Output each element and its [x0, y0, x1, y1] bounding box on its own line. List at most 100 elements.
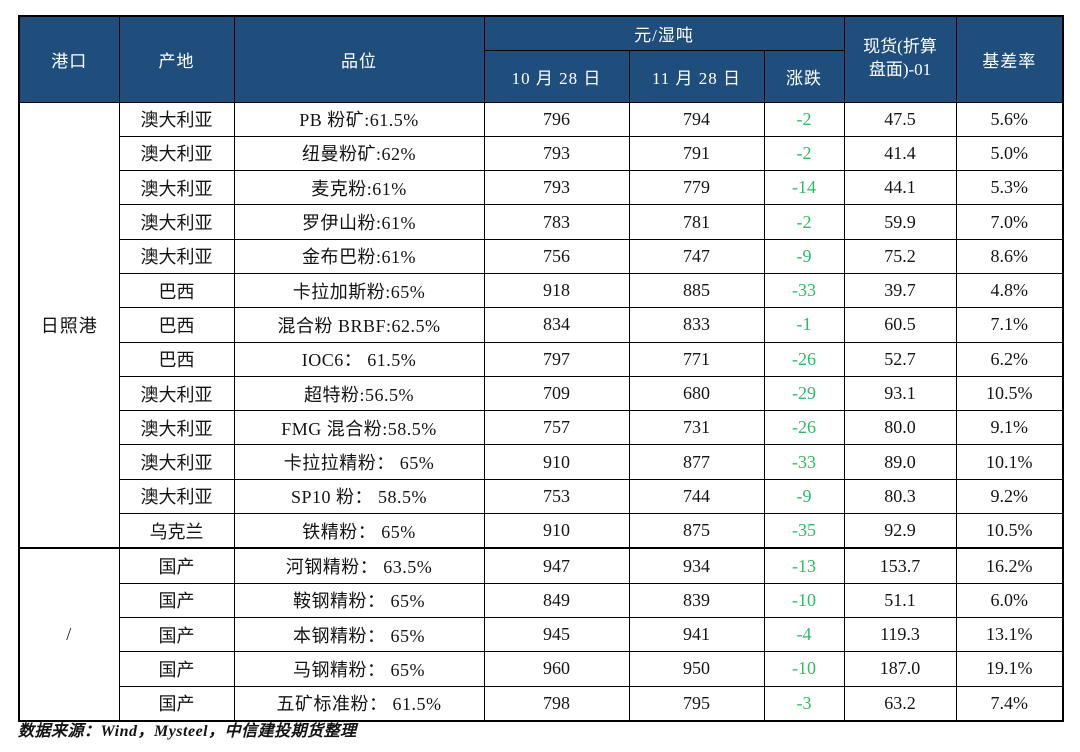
price-oct28-cell: 945 — [483, 616, 630, 653]
price-nov28-cell: 781 — [628, 204, 765, 240]
change-cell: -3 — [763, 685, 845, 722]
price-nov28-cell: 795 — [628, 685, 765, 722]
basis-cell: 10.1% — [955, 444, 1064, 480]
spot-cell: 60.5 — [843, 307, 957, 343]
header-change: 涨跌 — [763, 49, 845, 103]
price-nov28-cell: 877 — [628, 444, 765, 480]
table-row: 国产 本钢精粉： 65% 945 941 -4 119.3 13.1% — [19, 616, 1064, 653]
table-row: 澳大利亚 麦克粉:61% 793 779 -14 44.1 5.3% — [19, 170, 1064, 206]
basis-cell: 5.0% — [955, 135, 1064, 172]
table-header: 港口 产地 品位 元/湿吨 现货(折算盘面)-01 基差率 10 月 28 日 … — [18, 15, 1064, 103]
spot-cell: 80.3 — [843, 478, 957, 515]
price-oct28-cell: 849 — [483, 582, 630, 618]
price-oct28-cell: 947 — [483, 547, 630, 584]
table-row: 巴西 混合粉 BRBF:62.5% 834 833 -1 60.5 7.1% — [19, 307, 1064, 343]
table-body: 日照港 澳大利亚 PB 粉矿:61.5% 796 794 -2 47.5 5.6… — [18, 101, 1064, 722]
table-row: 国产 鞍钢精粉： 65% 849 839 -10 51.1 6.0% — [19, 582, 1064, 618]
spot-cell: 47.5 — [843, 101, 957, 137]
change-cell: -29 — [763, 375, 845, 412]
grade-cell: 鞍钢精粉： 65% — [233, 582, 485, 618]
origin-cell: 澳大利亚 — [118, 204, 235, 240]
basis-cell: 9.1% — [955, 410, 1064, 446]
grade-cell: 超特粉:56.5% — [233, 375, 485, 412]
basis-cell: 16.2% — [955, 547, 1064, 584]
change-cell: -26 — [763, 341, 845, 377]
grade-cell: 罗伊山粉:61% — [233, 204, 485, 240]
origin-cell: 澳大利亚 — [118, 238, 235, 274]
table-row: 澳大利亚 罗伊山粉:61% 783 781 -2 59.9 7.0% — [19, 204, 1064, 240]
grade-cell: IOC6： 61.5% — [233, 341, 485, 377]
grade-cell: 铁精粉： 65% — [233, 513, 485, 549]
port-cell-rizhao: 日照港 — [18, 101, 120, 549]
origin-cell: 巴西 — [118, 341, 235, 377]
origin-cell: 国产 — [118, 685, 235, 722]
basis-cell: 9.2% — [955, 478, 1064, 515]
price-nov28-cell: 791 — [628, 135, 765, 172]
grade-cell: FMG 混合粉:58.5% — [233, 410, 485, 446]
price-oct28-cell: 798 — [483, 685, 630, 722]
header-origin: 产地 — [118, 15, 235, 103]
change-cell: -26 — [763, 410, 845, 446]
change-cell: -2 — [763, 135, 845, 172]
grade-cell: 本钢精粉： 65% — [233, 616, 485, 653]
spot-cell: 80.0 — [843, 410, 957, 446]
grade-cell: 金布巴粉:61% — [233, 238, 485, 274]
price-oct28-cell: 918 — [483, 272, 630, 309]
table-row: 澳大利亚 卡拉拉精粉： 65% 910 877 -33 89.0 10.1% — [19, 444, 1064, 480]
spot-cell: 39.7 — [843, 272, 957, 309]
price-nov28-cell: 747 — [628, 238, 765, 274]
price-nov28-cell: 779 — [628, 170, 765, 206]
origin-cell: 国产 — [118, 547, 235, 584]
basis-cell: 4.8% — [955, 272, 1064, 309]
spot-cell: 52.7 — [843, 341, 957, 377]
price-oct28-cell: 783 — [483, 204, 630, 240]
header-port: 港口 — [18, 15, 120, 103]
change-cell: -33 — [763, 272, 845, 309]
spot-cell: 89.0 — [843, 444, 957, 480]
price-nov28-cell: 839 — [628, 582, 765, 618]
grade-cell: 麦克粉:61% — [233, 170, 485, 206]
data-source-note: 数据来源：Wind，Mysteel，中信建投期货整理 — [18, 723, 357, 740]
origin-cell: 国产 — [118, 582, 235, 618]
spot-cell: 92.9 — [843, 513, 957, 549]
spot-cell: 44.1 — [843, 170, 957, 206]
basis-cell: 10.5% — [955, 375, 1064, 412]
change-cell: -13 — [763, 547, 845, 584]
table-row: 澳大利亚 金布巴粉:61% 756 747 -9 75.2 8.6% — [19, 238, 1064, 274]
basis-cell: 19.1% — [955, 651, 1064, 687]
header-basis-rate: 基差率 — [955, 15, 1064, 103]
basis-cell: 13.1% — [955, 616, 1064, 653]
table-row: 澳大利亚 超特粉:56.5% 709 680 -29 93.1 10.5% — [19, 375, 1064, 412]
change-cell: -9 — [763, 478, 845, 515]
price-oct28-cell: 797 — [483, 341, 630, 377]
grade-cell: PB 粉矿:61.5% — [233, 101, 485, 137]
origin-cell: 澳大利亚 — [118, 135, 235, 172]
spot-cell: 93.1 — [843, 375, 957, 412]
basis-cell: 10.5% — [955, 513, 1064, 549]
change-cell: -35 — [763, 513, 845, 549]
origin-cell: 澳大利亚 — [118, 444, 235, 480]
spot-cell: 41.4 — [843, 135, 957, 172]
origin-cell: 国产 — [118, 651, 235, 687]
basis-cell: 5.6% — [955, 101, 1064, 137]
origin-cell: 乌克兰 — [118, 513, 235, 549]
basis-cell: 7.0% — [955, 204, 1064, 240]
price-oct28-cell: 793 — [483, 135, 630, 172]
spot-cell: 187.0 — [843, 651, 957, 687]
change-cell: -10 — [763, 582, 845, 618]
table-row: 澳大利亚 SP10 粉： 58.5% 753 744 -9 80.3 9.2% — [19, 478, 1064, 515]
basis-cell: 5.3% — [955, 170, 1064, 206]
spot-cell: 63.2 — [843, 685, 957, 722]
header-grade: 品位 — [233, 15, 485, 103]
table-row: 国产 马钢精粉： 65% 960 950 -10 187.0 19.1% — [19, 651, 1064, 687]
price-oct28-cell: 757 — [483, 410, 630, 446]
spot-cell: 75.2 — [843, 238, 957, 274]
price-oct28-cell: 910 — [483, 444, 630, 480]
origin-cell: 澳大利亚 — [118, 170, 235, 206]
price-oct28-cell: 960 — [483, 651, 630, 687]
table-row: 澳大利亚 纽曼粉矿:62% 793 791 -2 41.4 5.0% — [19, 135, 1064, 172]
price-oct28-cell: 910 — [483, 513, 630, 549]
change-cell: -4 — [763, 616, 845, 653]
header-spot: 现货(折算盘面)-01 — [843, 15, 957, 103]
